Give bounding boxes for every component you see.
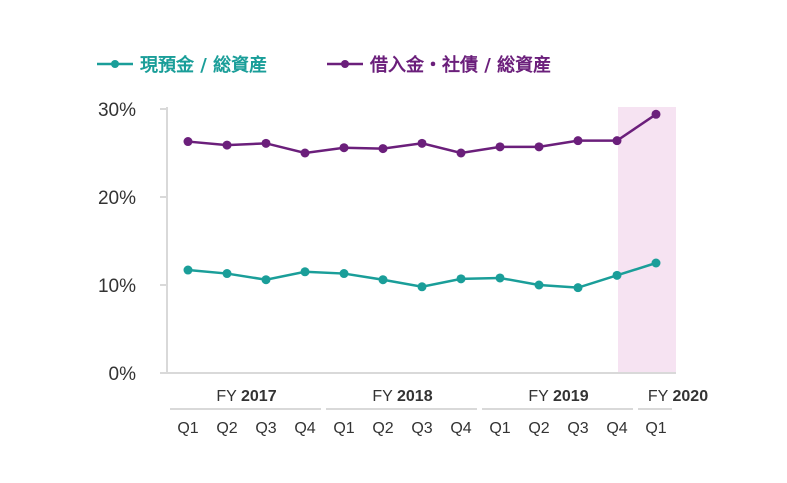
data-point xyxy=(261,275,271,285)
data-point xyxy=(300,148,310,158)
data-point xyxy=(612,270,622,280)
y-tick-label: 20% xyxy=(98,188,136,209)
x-tick-label: Q1 xyxy=(177,420,198,437)
x-tick-label: Q1 xyxy=(645,420,666,437)
year-value: 2017 xyxy=(241,388,277,405)
year-group-label: FY 2020 xyxy=(648,388,708,405)
year-value: 2019 xyxy=(553,388,589,405)
data-point xyxy=(417,282,427,292)
series-layer xyxy=(183,109,661,293)
legend-item: 借入金・社債 / 総資産 xyxy=(327,54,551,76)
data-point xyxy=(456,274,466,284)
x-tick-label: Q2 xyxy=(372,420,393,437)
legend: 現預金 / 総資産 借入金・社債 / 総資産 xyxy=(97,54,551,76)
data-point xyxy=(222,140,232,150)
x-tick-label: Q1 xyxy=(333,420,354,437)
data-point xyxy=(378,275,388,285)
data-point xyxy=(417,138,427,148)
data-point xyxy=(339,269,349,279)
y-tick-label: 30% xyxy=(98,100,136,121)
x-tick-label: Q1 xyxy=(489,420,510,437)
legend-item: 現預金 / 総資産 xyxy=(97,54,267,76)
year-value: 2018 xyxy=(397,388,433,405)
y-tick-label: 10% xyxy=(98,276,136,297)
year-group-label: FY 2018 xyxy=(372,388,432,405)
legend-label: 借入金・社債 / 総資産 xyxy=(369,54,551,76)
x-tick-label: Q3 xyxy=(567,420,588,437)
data-point xyxy=(495,273,505,283)
year-prefix: FY xyxy=(528,388,553,405)
legend-marker-icon xyxy=(111,60,119,68)
y-axis: 0% 10% 20% 30% xyxy=(98,100,676,385)
data-point xyxy=(261,138,271,148)
data-point xyxy=(573,283,583,293)
year-prefix: FY xyxy=(216,388,241,405)
highlight-band xyxy=(618,107,676,373)
legend-label: 現預金 / 総資産 xyxy=(140,54,267,76)
year-group-label: FY 2017 xyxy=(216,388,276,405)
year-prefix: FY xyxy=(372,388,397,405)
series-1 xyxy=(183,109,661,158)
x-tick-label: Q3 xyxy=(255,420,276,437)
data-point xyxy=(183,137,193,147)
data-point xyxy=(534,142,544,152)
year-prefix: FY xyxy=(648,388,673,405)
data-point xyxy=(339,143,349,153)
data-point xyxy=(378,144,388,154)
data-point xyxy=(222,269,232,279)
data-point xyxy=(573,136,583,146)
year-group-label: FY 2019 xyxy=(528,388,588,405)
data-point xyxy=(651,258,661,268)
legend-marker-icon xyxy=(341,60,349,68)
data-point xyxy=(534,280,544,290)
x-tick-label: Q3 xyxy=(411,420,432,437)
x-tick-label: Q2 xyxy=(216,420,237,437)
x-tick-label: Q2 xyxy=(528,420,549,437)
x-tick-label: Q4 xyxy=(450,420,471,437)
data-point xyxy=(300,267,310,277)
y-tick-label: 0% xyxy=(109,364,137,385)
x-tick-label: Q4 xyxy=(294,420,315,437)
series-0 xyxy=(183,258,661,293)
data-point xyxy=(612,136,622,146)
year-value: 2020 xyxy=(673,388,709,405)
data-point xyxy=(495,142,505,152)
data-point xyxy=(183,265,193,275)
data-point xyxy=(651,109,661,119)
x-tick-label: Q4 xyxy=(606,420,627,437)
data-point xyxy=(456,148,466,158)
